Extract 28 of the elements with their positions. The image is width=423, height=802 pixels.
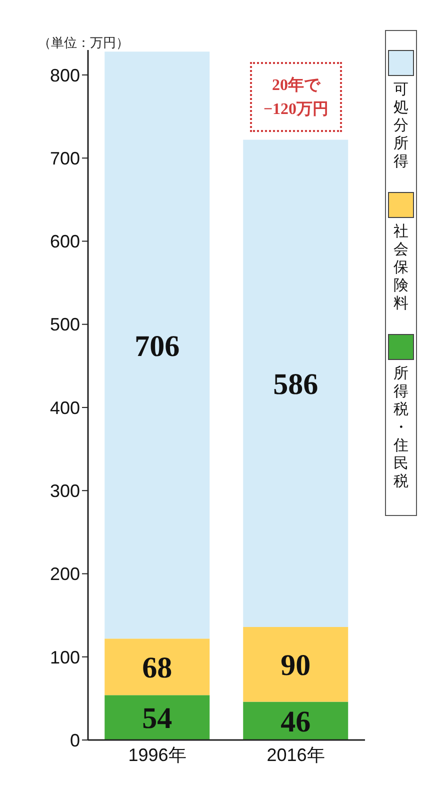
x-tick-label: 1996年 <box>128 744 186 765</box>
y-tick-label: 0 <box>70 730 80 750</box>
data-label: 54 <box>142 702 172 736</box>
bar <box>104 52 210 639</box>
y-tick-label: 300 <box>50 480 80 501</box>
y-tick-label: 800 <box>50 65 80 86</box>
data-label: 46 <box>280 706 311 739</box>
y-tick-label: 400 <box>50 398 80 418</box>
y-tick-label: 600 <box>50 232 80 252</box>
legend-label: 可処分所得 <box>393 81 409 171</box>
y-tick-label: 100 <box>50 647 80 668</box>
data-label: 586 <box>273 368 318 402</box>
y-tick-label: 200 <box>50 564 80 584</box>
y-axis-title: （単位：万円） <box>38 34 129 52</box>
bar <box>243 140 348 627</box>
y-tick-label: 500 <box>50 314 80 335</box>
data-label: 68 <box>142 651 172 684</box>
legend-label: 所得税・住民税 <box>393 365 409 491</box>
data-label: 706 <box>134 330 180 363</box>
legend-label: 社会保険料 <box>393 223 409 313</box>
annotation: 20年で −120万円 <box>262 76 330 120</box>
bar <box>243 702 348 740</box>
bar <box>104 638 210 696</box>
x-tick-label: 2016年 <box>266 744 325 765</box>
bar <box>243 626 348 702</box>
data-label: 90 <box>280 649 311 682</box>
y-tick-label: 700 <box>50 148 80 168</box>
bar <box>104 695 210 740</box>
